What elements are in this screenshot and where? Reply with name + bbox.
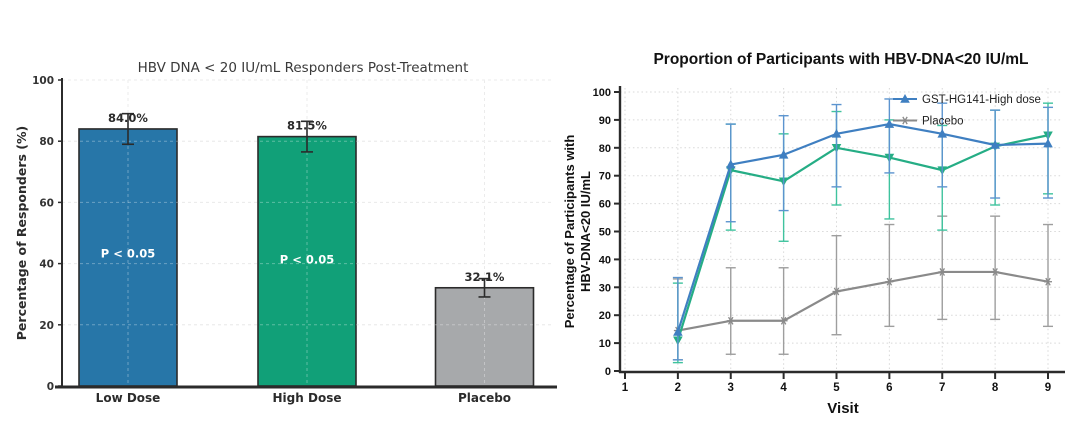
x-axis-label: Visit	[827, 400, 858, 417]
marker-gst-hg141-high-dose	[1043, 138, 1053, 148]
marker-gst-hg141-high-dose	[673, 326, 683, 336]
x-tick-label: 4	[780, 382, 787, 394]
marker-placebo	[833, 287, 840, 296]
marker-legend-1	[902, 116, 908, 125]
y-tick-label: 0	[47, 381, 54, 393]
p-value-annotation: P < 0.05	[101, 246, 155, 260]
x-tick-label: High Dose	[273, 391, 342, 405]
y-tick-label: 40	[599, 254, 611, 266]
marker-placebo	[727, 316, 734, 325]
bar-value-label: 32.1%	[465, 270, 505, 284]
x-tick-label: 9	[1045, 382, 1051, 394]
bar-low-dose	[78, 128, 178, 387]
y-tick-label: 10	[599, 338, 611, 350]
marker-placebo	[886, 277, 893, 286]
marker-gst-hg141-high-dose	[884, 119, 895, 128]
p-value-annotation: P < 0.05	[280, 253, 334, 267]
y-tick-label: 60	[39, 197, 54, 209]
y-tick-label: 60	[599, 199, 611, 211]
bar-value-label: 84.0%	[108, 111, 148, 125]
bar-value-label: 81.5%	[287, 119, 327, 133]
legend-label: Placebo	[922, 116, 964, 128]
marker-placebo	[939, 268, 946, 276]
y-tick-label: 20	[599, 310, 611, 322]
legend-label: GST-HG141-High dose	[922, 94, 1041, 106]
y-tick-label: 80	[599, 143, 611, 155]
marker-gst-hg141-high-dose	[937, 128, 948, 138]
y-tick-label: 90	[599, 115, 611, 127]
marker-gst-hg141-high-dose	[778, 149, 789, 159]
x-tick-label: 5	[833, 382, 840, 394]
y-tick-label: 30	[599, 282, 611, 294]
y-axis-label: Percentage of Responders (%)	[14, 126, 29, 340]
series-line-placebo	[677, 270, 1049, 332]
bar-high-dose	[257, 135, 357, 387]
chart-title: Proportion of Participants with HBV-DNA<…	[653, 51, 1028, 68]
y-tick-label: 100	[593, 87, 611, 99]
x-tick-label: 6	[886, 382, 892, 394]
y-tick-label: 100	[32, 75, 54, 87]
y-tick-label: 40	[39, 259, 54, 271]
x-tick-label: 1	[622, 382, 629, 394]
x-tick-label: 7	[939, 382, 945, 394]
y-tick-label: 20	[39, 320, 54, 332]
marker-gst-hg141-high-dose	[990, 140, 1000, 149]
y-tick-label: 50	[599, 227, 611, 239]
marker-placebo	[780, 316, 787, 325]
marker-gst-hg141-high-dose	[831, 128, 842, 138]
marker-legend-0	[900, 94, 910, 103]
marker-gst-hg141-high-dose	[725, 159, 736, 169]
bar-chart: 84.0% 81.5% 32.1% P < 0.05 P < 0.05 0 20 40 60 80…	[14, 60, 557, 405]
x-tick-label: Low Dose	[96, 391, 161, 405]
series-line-unlabeled-green	[676, 134, 1049, 341]
y-axis-label-line: Percentage of Participants with	[562, 135, 577, 329]
y-axis-label: Percentage of Participants withHBV-DNA<2…	[562, 135, 593, 329]
series-line-gst-hg141-high-dose	[676, 122, 1049, 333]
marker-placebo	[992, 268, 998, 276]
marker-placebo	[1045, 277, 1051, 286]
x-tick-label: 3	[728, 382, 734, 394]
x-tick-label: Placebo	[458, 391, 511, 405]
y-tick-label: 0	[605, 366, 611, 378]
y-tick-label: 80	[39, 136, 54, 148]
y-tick-label: 70	[599, 171, 611, 183]
x-tick-label: 8	[992, 382, 999, 394]
line-chart: 0 10 20 30 40 50 60 70 80 90 100 1 2 3 4 5 6 7 8 9 GST-HG141…	[562, 51, 1065, 417]
chart-title: HBV DNA < 20 IU/mL Responders Post-Treat…	[138, 60, 469, 76]
y-axis-label-line: HBV-DNA<20 IU/mL	[578, 171, 593, 292]
x-tick-label: 2	[675, 382, 681, 394]
